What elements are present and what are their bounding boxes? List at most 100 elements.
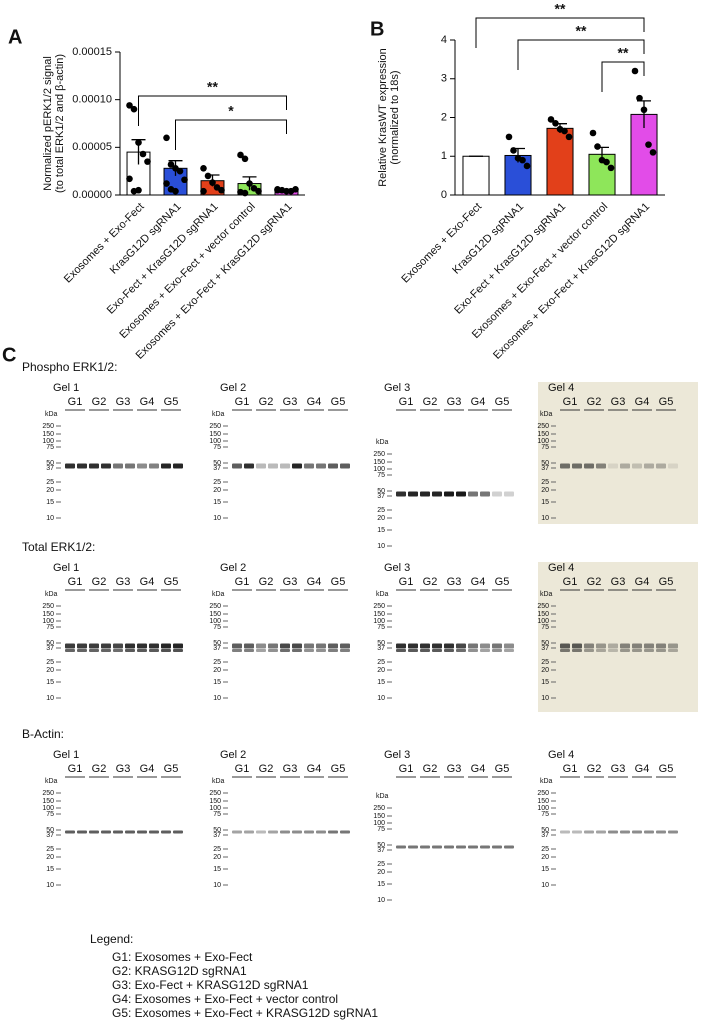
marker-label: 37 bbox=[213, 645, 221, 652]
data-point bbox=[645, 141, 652, 148]
band bbox=[125, 643, 135, 649]
marker-label: 75 bbox=[213, 444, 221, 451]
band bbox=[408, 643, 418, 649]
lane-label: G3 bbox=[283, 763, 298, 775]
lane-label: G5 bbox=[164, 396, 179, 408]
marker-label: 20 bbox=[213, 487, 221, 494]
marker-label: 250 bbox=[209, 790, 221, 797]
band bbox=[65, 643, 75, 649]
marker-label: 25 bbox=[46, 659, 54, 666]
band bbox=[101, 649, 111, 652]
data-point bbox=[552, 120, 559, 127]
band bbox=[396, 643, 406, 649]
marker-label: 100 bbox=[537, 438, 549, 445]
data-point bbox=[519, 156, 526, 164]
marker-label: 20 bbox=[213, 667, 221, 674]
marker-label: 25 bbox=[377, 659, 385, 666]
band bbox=[668, 463, 678, 469]
band bbox=[468, 649, 478, 652]
band bbox=[656, 649, 666, 652]
band bbox=[632, 463, 642, 469]
band bbox=[125, 463, 135, 469]
band bbox=[304, 643, 314, 649]
data-point bbox=[255, 187, 262, 195]
band bbox=[125, 830, 135, 834]
marker-label: 10 bbox=[213, 515, 221, 522]
marker-label: 50 bbox=[213, 827, 221, 834]
band bbox=[668, 830, 678, 834]
band bbox=[244, 830, 254, 834]
blot-row-title: Phospho ERK1/2: bbox=[22, 360, 117, 374]
data-point bbox=[163, 180, 170, 187]
marker-label: 10 bbox=[213, 882, 221, 889]
marker-label: 100 bbox=[537, 618, 549, 625]
band bbox=[137, 643, 147, 649]
data-point bbox=[176, 167, 184, 175]
marker-label: 150 bbox=[537, 611, 549, 618]
data-point bbox=[200, 187, 207, 195]
marker-label: 10 bbox=[541, 515, 549, 522]
band bbox=[620, 463, 630, 469]
band bbox=[65, 463, 75, 469]
lane-label: G3 bbox=[116, 396, 131, 408]
lane-label: G1 bbox=[563, 763, 578, 775]
band bbox=[65, 830, 75, 834]
kda-label: kDa bbox=[540, 778, 553, 785]
lane-label: G5 bbox=[331, 396, 346, 408]
band bbox=[268, 649, 278, 652]
marker-label: 37 bbox=[46, 645, 54, 652]
marker-label: 10 bbox=[541, 695, 549, 702]
data-point bbox=[139, 150, 147, 158]
band bbox=[480, 649, 490, 652]
legend-title: Legend: bbox=[90, 932, 133, 946]
band bbox=[328, 463, 338, 469]
band bbox=[596, 643, 606, 649]
marker-label: 37 bbox=[377, 645, 385, 652]
marker-label: 25 bbox=[377, 507, 385, 514]
marker-label: 10 bbox=[377, 543, 385, 550]
marker-label: 25 bbox=[46, 479, 54, 486]
band bbox=[316, 643, 326, 649]
band bbox=[256, 463, 266, 469]
band bbox=[292, 643, 302, 649]
significance-bracket bbox=[175, 119, 287, 150]
marker-label: 50 bbox=[377, 488, 385, 495]
band bbox=[161, 463, 171, 469]
band bbox=[161, 830, 171, 834]
band bbox=[560, 463, 570, 469]
marker-label: 10 bbox=[213, 695, 221, 702]
band bbox=[340, 463, 350, 469]
marker-label: 25 bbox=[213, 846, 221, 853]
marker-label: 250 bbox=[537, 790, 549, 797]
band bbox=[161, 649, 171, 652]
band bbox=[304, 830, 314, 834]
band bbox=[584, 649, 594, 652]
marker-label: 37 bbox=[213, 832, 221, 839]
band bbox=[644, 643, 654, 649]
band bbox=[280, 463, 290, 469]
marker-label: 150 bbox=[209, 798, 221, 805]
band bbox=[656, 643, 666, 649]
significance-bracket bbox=[517, 39, 645, 70]
y-axis-label: (to total ERK1/2 and β-actin) bbox=[54, 54, 66, 193]
marker-label: 100 bbox=[42, 805, 54, 812]
band bbox=[149, 649, 159, 652]
band bbox=[608, 643, 618, 649]
data-point bbox=[589, 129, 597, 137]
data-point bbox=[237, 151, 244, 159]
marker-label: 15 bbox=[541, 866, 549, 873]
marker-label: 37 bbox=[541, 465, 549, 472]
gel-label: Gel 1 bbox=[53, 382, 79, 394]
marker-label: 20 bbox=[377, 515, 385, 522]
band bbox=[572, 830, 582, 834]
lane-label: G2 bbox=[92, 576, 107, 588]
significance-bracket bbox=[138, 95, 287, 126]
y-tick-label: 1 bbox=[441, 150, 447, 162]
band bbox=[137, 649, 147, 652]
lane-label: G2 bbox=[92, 763, 107, 775]
lane-label: G5 bbox=[331, 763, 346, 775]
band bbox=[328, 830, 338, 834]
gel-background bbox=[538, 382, 698, 524]
lane-label: G3 bbox=[447, 576, 462, 588]
band bbox=[256, 830, 266, 834]
